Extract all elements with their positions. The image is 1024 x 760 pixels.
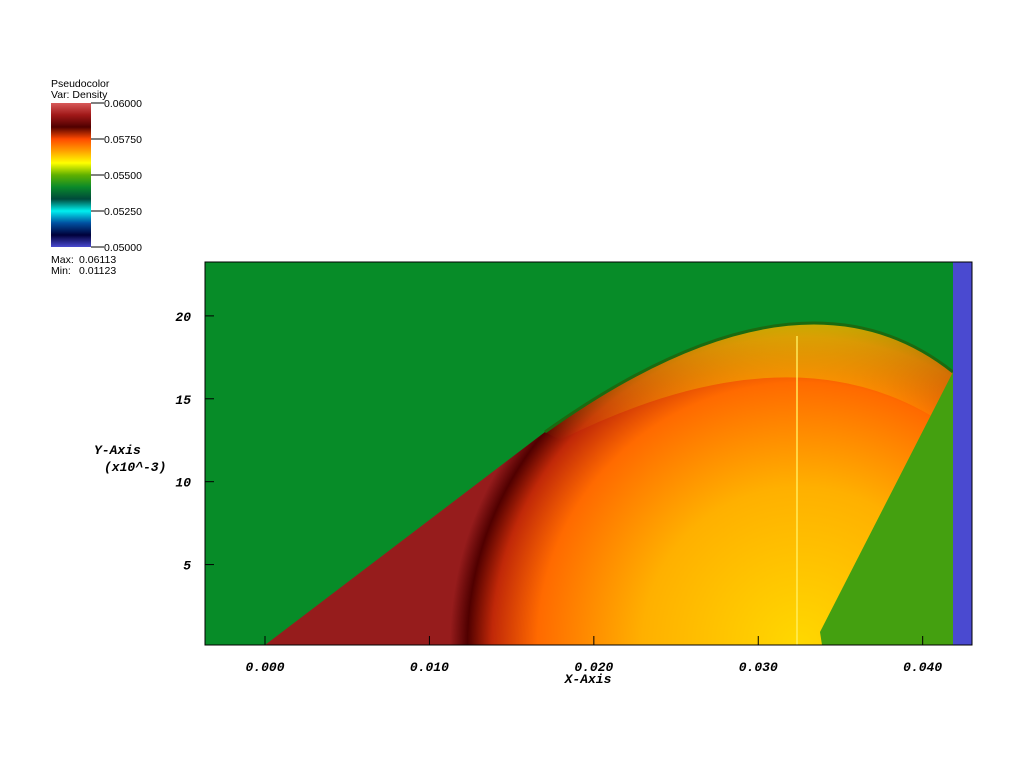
- y-tick-label: 15: [175, 393, 191, 408]
- colorbar-tick-label: 0.05000: [104, 242, 142, 254]
- y-tick-label: 20: [175, 310, 191, 325]
- legend-variable: Var: Density: [51, 89, 108, 101]
- x-tick-label: 0.030: [739, 660, 778, 675]
- max-value: 0.06113: [79, 254, 116, 266]
- colorbar-tick-label: 0.06000: [104, 98, 142, 110]
- min-value: 0.01123: [79, 265, 116, 277]
- max-label: Max:: [51, 254, 74, 266]
- x-tick-label: 0.000: [246, 660, 285, 675]
- field: [205, 262, 972, 645]
- x-axis-label: X-Axis: [564, 672, 612, 687]
- x-tick-label: 0.040: [903, 660, 942, 675]
- y-tick-label: 10: [175, 476, 191, 491]
- colorbar-tick-label: 0.05250: [104, 206, 142, 218]
- colorbar-tick-label: 0.05750: [104, 134, 142, 146]
- y-tick-label: 5: [183, 559, 191, 574]
- x-tick-label: 0.020: [574, 660, 613, 675]
- x-tick-label: 0.010: [410, 660, 449, 675]
- legend-title: Pseudocolor: [51, 78, 110, 90]
- y-axis-label: Y-Axis: [94, 443, 141, 458]
- min-label: Min:: [51, 265, 71, 277]
- y-axis-unit: (x10^-3): [104, 460, 166, 475]
- colorbar-tick-label: 0.05500: [104, 170, 142, 182]
- colorbar: [51, 103, 91, 247]
